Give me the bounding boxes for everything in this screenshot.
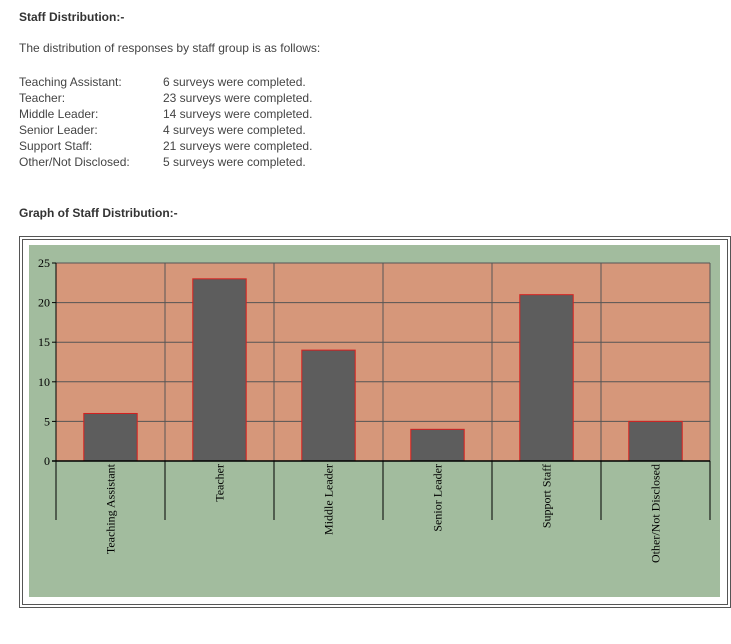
- y-tick-label: 25: [38, 256, 50, 270]
- x-tick-label: Teacher: [213, 464, 227, 502]
- graph-title: Graph of Staff Distribution:-: [19, 206, 178, 220]
- y-tick-label: 20: [38, 296, 50, 310]
- x-tick-label: Teaching Assistant: [104, 463, 118, 554]
- distribution-label: Middle Leader:: [19, 107, 99, 121]
- distribution-value: 4 surveys were completed.: [163, 123, 306, 137]
- x-tick-label: Other/Not Disclosed: [649, 464, 663, 563]
- section-title: Staff Distribution:-: [19, 10, 125, 24]
- distribution-label: Other/Not Disclosed:: [19, 155, 130, 169]
- x-tick-label: Support Staff: [540, 464, 554, 528]
- bar: [410, 428, 465, 462]
- y-tick-label: 10: [38, 375, 50, 389]
- y-tick-label: 15: [38, 335, 50, 349]
- distribution-label: Teacher:: [19, 91, 66, 105]
- bar: [519, 294, 574, 462]
- y-tick-label: 5: [44, 414, 50, 428]
- distribution-value: 5 surveys were completed.: [163, 155, 306, 169]
- distribution-label: Teaching Assistant:: [19, 75, 122, 89]
- bar: [628, 420, 683, 462]
- intro-text: The distribution of responses by staff g…: [19, 41, 321, 55]
- distribution-value: 23 surveys were completed.: [163, 91, 313, 105]
- x-tick-label: Senior Leader: [431, 464, 445, 532]
- distribution-value: 14 surveys were completed.: [163, 107, 313, 121]
- bar-chart: 0 5 10 15 20 25 Teaching Assistant Teacher Middl…: [29, 245, 720, 597]
- distribution-label: Senior Leader:: [19, 123, 98, 137]
- distribution-value: 6 surveys were completed.: [163, 75, 306, 89]
- distribution-label: Support Staff:: [19, 139, 93, 153]
- x-tick-label: Middle Leader: [322, 464, 336, 535]
- bar: [83, 412, 138, 462]
- y-tick-label: 0: [44, 454, 50, 468]
- distribution-value: 21 surveys were completed.: [163, 139, 313, 153]
- chart-frame-inner: [22, 239, 728, 605]
- bar: [192, 278, 247, 462]
- bar: [301, 349, 356, 462]
